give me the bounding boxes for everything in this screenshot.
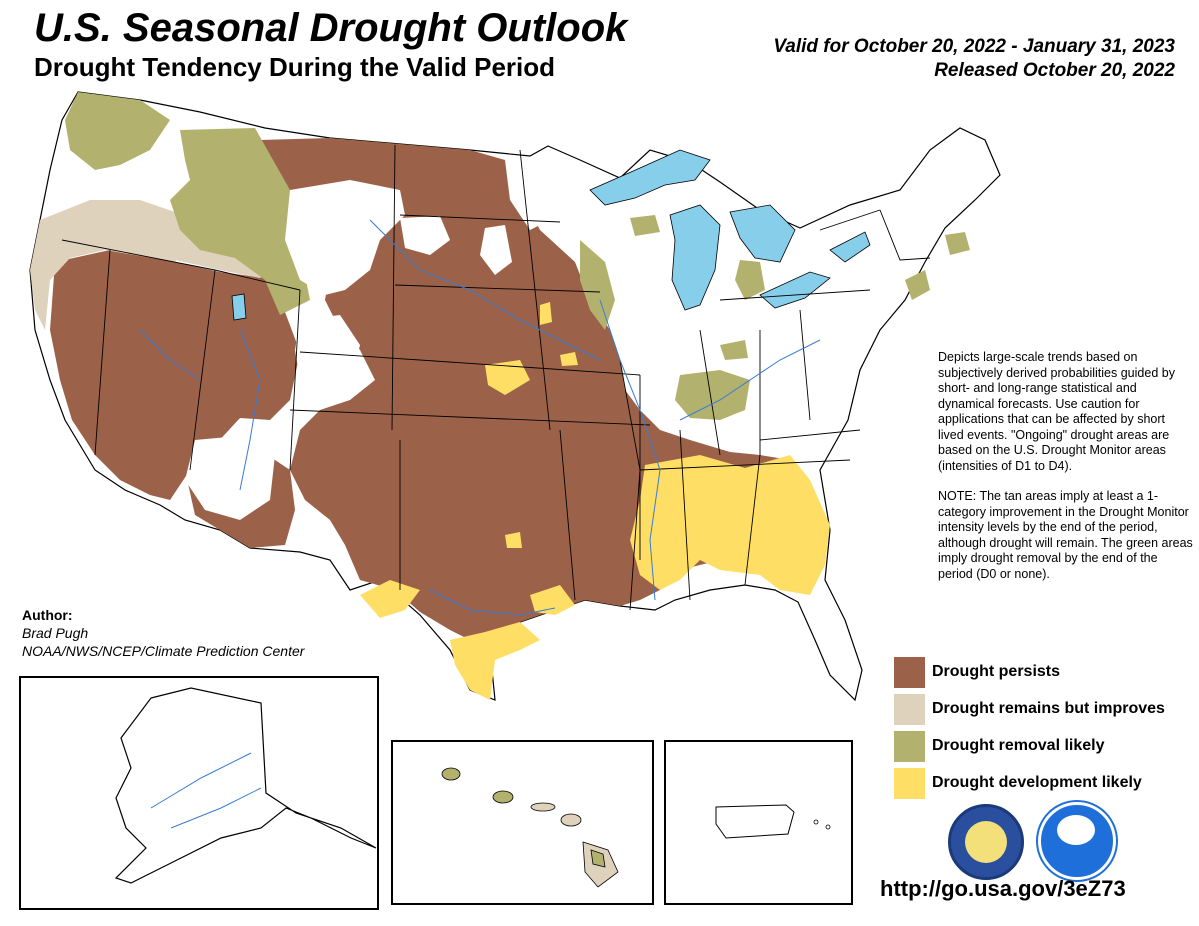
description-paragraph: Depicts large-scale trends based on subj… (938, 350, 1175, 473)
legend-label: Drought development likely (932, 774, 1142, 791)
legend-swatch (894, 768, 925, 799)
rivers (139, 219, 821, 616)
legend-item: Drought persists (894, 657, 1199, 689)
legend-swatch (894, 731, 925, 762)
drought-development-areas (360, 302, 830, 700)
drought-removal-areas (65, 92, 970, 420)
author-block: Author: Brad Pugh NOAA/NWS/NCEP/Climate … (22, 606, 304, 660)
alaska-outline (114, 687, 377, 884)
outlook-link[interactable]: http://go.usa.gov/3eZ73 (880, 876, 1126, 901)
release-date: Released October 20, 2022 (934, 60, 1175, 81)
legend-item: Drought remains but improves (894, 694, 1199, 726)
noaa-logo-icon (1038, 802, 1116, 880)
legend-label: Drought persists (932, 663, 1061, 680)
puerto-rico-outline (715, 804, 795, 839)
hawaii-inset (391, 740, 654, 905)
state-boundaries (61, 144, 931, 611)
legend-label: Drought removal likely (932, 737, 1105, 754)
map-subtitle: Drought Tendency During the Valid Period (34, 52, 556, 82)
author-org: NOAA/NWS/NCEP/Climate Prediction Center (22, 643, 305, 659)
map-description: Depicts large-scale trends based on subj… (938, 350, 1193, 597)
author-label: Author: (22, 607, 73, 623)
great-lakes (231, 149, 871, 321)
alaska-inset (19, 676, 379, 910)
no-drought-areas (185, 160, 560, 520)
note-paragraph: NOTE: The tan areas imply at least a 1-c… (938, 489, 1193, 581)
hawaii-map (441, 767, 619, 888)
alaska-map (114, 687, 377, 884)
puerto-rico-inset (664, 740, 853, 905)
commerce-seal-icon (948, 804, 1024, 880)
puerto-rico-map (715, 804, 831, 839)
legend-swatch (894, 694, 925, 725)
legend-item: Drought development likely (894, 768, 1199, 800)
legend-label: Drought remains but improves (932, 700, 1165, 717)
author-name: Brad Pugh (22, 625, 89, 641)
legend-item: Drought removal likely (894, 731, 1199, 763)
legend-swatch (894, 657, 925, 688)
alaska-rivers (150, 752, 262, 829)
valid-period: Valid for October 20, 2022 - January 31,… (773, 36, 1175, 57)
hawaii-islands (441, 767, 619, 888)
map-title: U.S. Seasonal Drought Outlook (34, 6, 628, 50)
